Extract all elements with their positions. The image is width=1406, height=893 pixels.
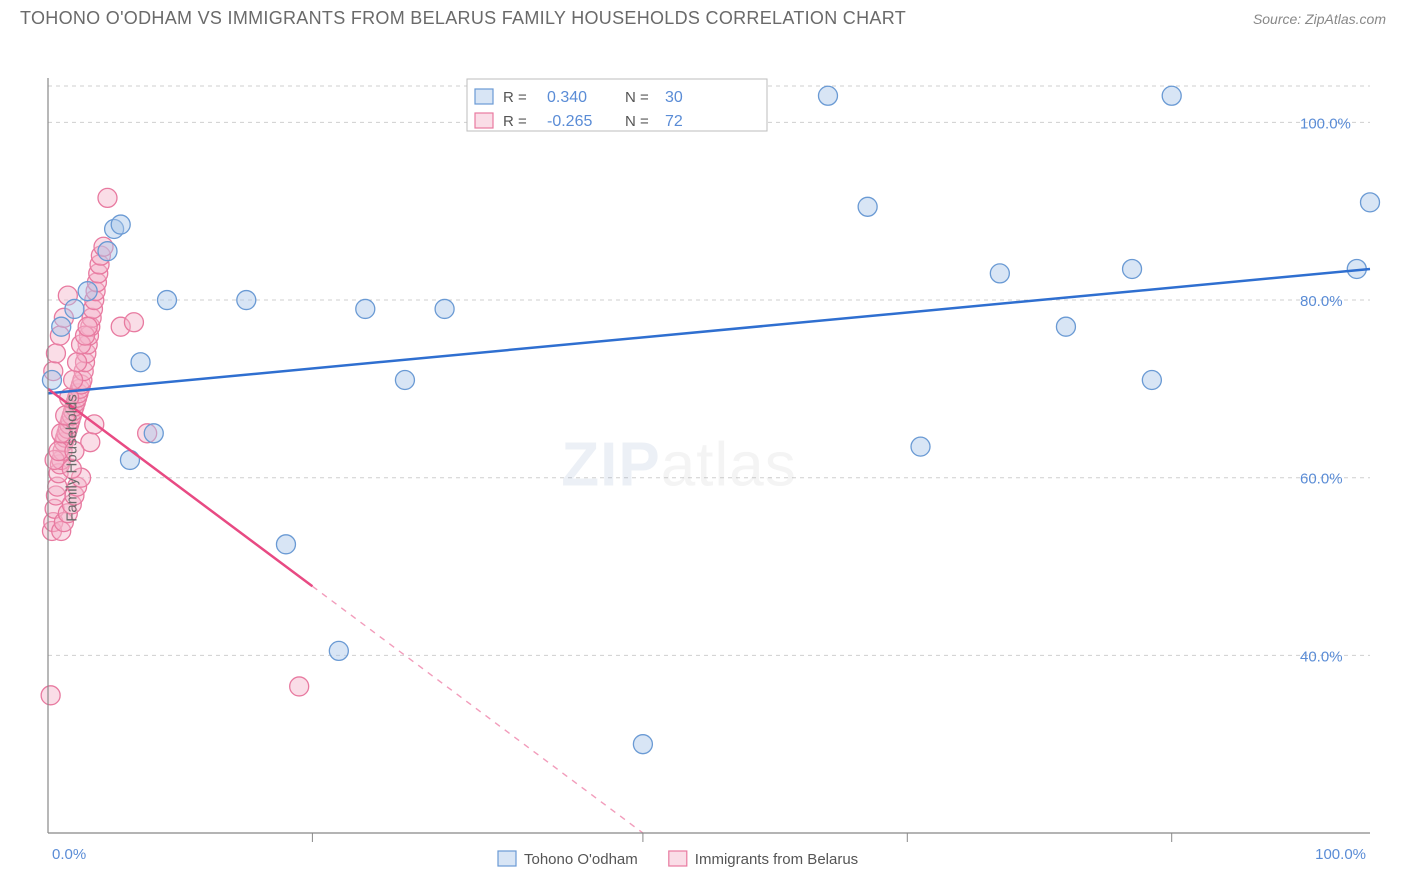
legend-n-value: 72 xyxy=(665,113,683,130)
legend-n-label: N = xyxy=(625,113,649,130)
y-axis-label: Family Households xyxy=(63,394,80,522)
scatter-chart: 40.0% 60.0% 80.0% 100.0% ZIPatlas 0.0% 100.0% R… xyxy=(0,33,1406,893)
y-tick-label: 40.0% xyxy=(1300,648,1343,665)
data-point xyxy=(990,264,1009,283)
data-point xyxy=(64,371,83,390)
data-point xyxy=(98,188,117,207)
data-point xyxy=(356,299,375,318)
data-point xyxy=(276,535,295,554)
y-tick-label: 60.0% xyxy=(1300,471,1343,488)
source-label: Source: ZipAtlas.com xyxy=(1253,11,1386,27)
data-point xyxy=(120,450,139,469)
y-tick-label: 100.0% xyxy=(1300,115,1351,132)
legend-swatch xyxy=(475,89,493,104)
data-point xyxy=(1162,86,1181,105)
data-point xyxy=(98,242,117,261)
trend-line-b-dash xyxy=(312,586,643,833)
chart-area: Family Households 40.0% 60.0% 80.0% 100.0% Z… xyxy=(0,33,1406,883)
data-point xyxy=(633,735,652,754)
y-tick-label: 80.0% xyxy=(1300,293,1343,310)
legend-swatch xyxy=(669,851,687,866)
legend-r-value: 0.340 xyxy=(547,89,587,106)
legend-r-value: -0.265 xyxy=(547,113,592,130)
data-point xyxy=(52,317,71,336)
data-point xyxy=(1361,193,1380,212)
data-point xyxy=(858,197,877,216)
legend-r-label: R = xyxy=(503,89,527,106)
data-point xyxy=(1056,317,1075,336)
legend-swatch xyxy=(475,113,493,128)
legend-series-label: Tohono O'odham xyxy=(524,851,638,868)
data-point xyxy=(78,282,97,301)
data-point xyxy=(818,86,837,105)
watermark: ZIPatlas xyxy=(561,431,796,500)
data-point xyxy=(68,353,87,372)
legend-series-label: Immigrants from Belarus xyxy=(695,851,858,868)
data-point xyxy=(41,686,60,705)
data-point xyxy=(65,299,84,318)
x-tick-label: 0.0% xyxy=(52,846,86,863)
data-point xyxy=(1142,371,1161,390)
legend-n-label: N = xyxy=(625,89,649,106)
data-point xyxy=(46,344,65,363)
chart-title: TOHONO O'ODHAM VS IMMIGRANTS FROM BELARU… xyxy=(20,8,906,29)
data-point xyxy=(237,291,256,310)
data-point xyxy=(911,437,930,456)
trend-line-b xyxy=(48,389,312,586)
trend-line-a xyxy=(48,269,1370,393)
data-point xyxy=(131,353,150,372)
data-point xyxy=(157,291,176,310)
legend-n-value: 30 xyxy=(665,89,683,106)
x-tick-label: 100.0% xyxy=(1315,846,1366,863)
data-point xyxy=(395,371,414,390)
data-point xyxy=(42,371,61,390)
data-point xyxy=(124,313,143,332)
data-point xyxy=(144,424,163,443)
data-point xyxy=(78,317,97,336)
legend-swatch xyxy=(498,851,516,866)
data-point xyxy=(1123,259,1142,278)
data-point xyxy=(111,215,130,234)
data-point xyxy=(435,299,454,318)
legend-r-label: R = xyxy=(503,113,527,130)
data-point xyxy=(290,677,309,696)
data-point xyxy=(329,641,348,660)
